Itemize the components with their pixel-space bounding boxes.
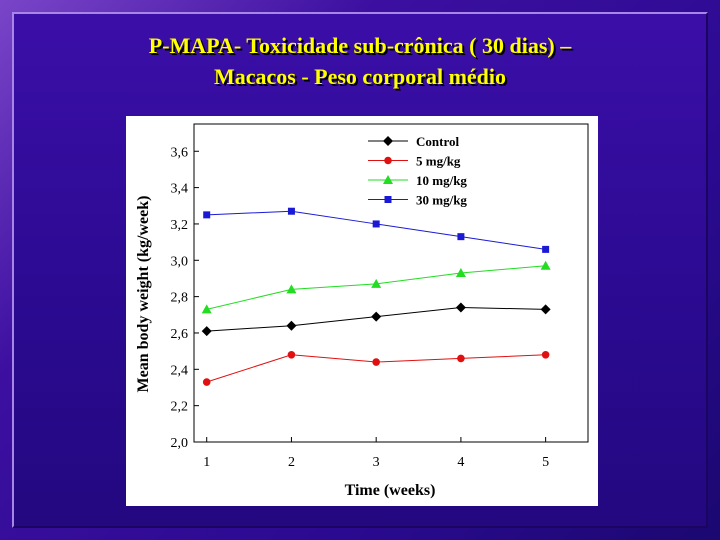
data-point-series-0 <box>455 302 466 313</box>
x-tick-label: 2 <box>288 455 295 470</box>
data-point-series-0 <box>540 304 551 315</box>
data-point-series-3 <box>203 211 211 219</box>
data-point-series-2 <box>201 304 212 314</box>
y-tick-label: 2,2 <box>171 400 189 415</box>
y-tick-label: 3,4 <box>171 182 189 197</box>
data-point-series-1 <box>372 358 380 366</box>
data-point-series-3 <box>457 233 465 241</box>
data-point-series-0 <box>286 320 297 331</box>
series-lines <box>206 210 546 383</box>
data-point-series-0 <box>371 311 382 322</box>
y-tick-label: 3,0 <box>171 254 189 269</box>
data-point-series-3 <box>287 207 295 215</box>
data-point-series-2 <box>286 284 297 294</box>
data-point-series-1 <box>202 378 211 386</box>
data-point-series-3 <box>542 245 550 253</box>
legend-marker-1 <box>384 156 392 165</box>
legend-label-3: 30 mg/kg <box>416 193 467 208</box>
line-chart: 2,0 2,2 2,4 2,6 2,8 3,0 3,2 3,4 3,6 1 2 3 4 5 Contro… <box>135 123 589 499</box>
plot-area <box>193 123 589 443</box>
y-tick-label: 2,8 <box>171 291 189 306</box>
y-axis: 2,0 2,2 2,4 2,6 2,8 3,0 3,2 3,4 3,6 <box>171 145 199 451</box>
slide-title-line2: Macacos - Peso corporal médio <box>213 64 507 89</box>
data-point-series-2 <box>371 278 382 288</box>
series-markers <box>201 207 551 386</box>
x-tick-label: 4 <box>457 455 464 470</box>
legend-label-0: Control <box>416 134 459 149</box>
data-point-series-3 <box>372 220 380 228</box>
data-point-series-2 <box>455 268 466 278</box>
slide-title-line1: P-MAPA- Toxicidade sub-crônica ( 30 dias… <box>148 33 572 58</box>
legend-label-1: 5 mg/kg <box>416 154 461 169</box>
data-point-series-1 <box>287 350 296 359</box>
x-axis-label: Time (weeks) <box>345 482 436 499</box>
series-line-3 <box>206 210 546 250</box>
chart-panel: 2,0 2,2 2,4 2,6 2,8 3,0 3,2 3,4 3,6 1 2 3 4 5 Contro… <box>126 116 598 506</box>
x-tick-label: 5 <box>542 455 549 470</box>
legend-marker-0 <box>383 136 393 146</box>
data-point-series-1 <box>541 350 550 359</box>
data-point-series-2 <box>540 260 551 270</box>
x-tick-label: 1 <box>203 455 210 470</box>
y-tick-label: 3,6 <box>171 145 189 160</box>
y-tick-label: 3,2 <box>171 218 189 233</box>
data-point-series-0 <box>201 326 212 337</box>
legend-marker-3 <box>384 196 392 203</box>
y-axis-label: Mean body weight (kg/week) <box>135 196 152 393</box>
y-tick-label: 2,4 <box>171 363 189 378</box>
legend-label-2: 10 mg/kg <box>416 173 467 188</box>
slide-title: P-MAPA- Toxicidade sub-crônica ( 30 dias… <box>0 30 720 92</box>
data-point-series-1 <box>457 354 465 363</box>
chart-legend: Control 5 mg/kg 10 mg/kg 30 mg/kg <box>368 134 467 208</box>
y-tick-label: 2,0 <box>171 436 189 451</box>
x-axis: 1 2 3 4 5 <box>203 437 549 470</box>
legend-marker-2 <box>383 175 393 184</box>
y-tick-label: 2,6 <box>171 327 189 342</box>
x-tick-label: 3 <box>373 455 380 470</box>
